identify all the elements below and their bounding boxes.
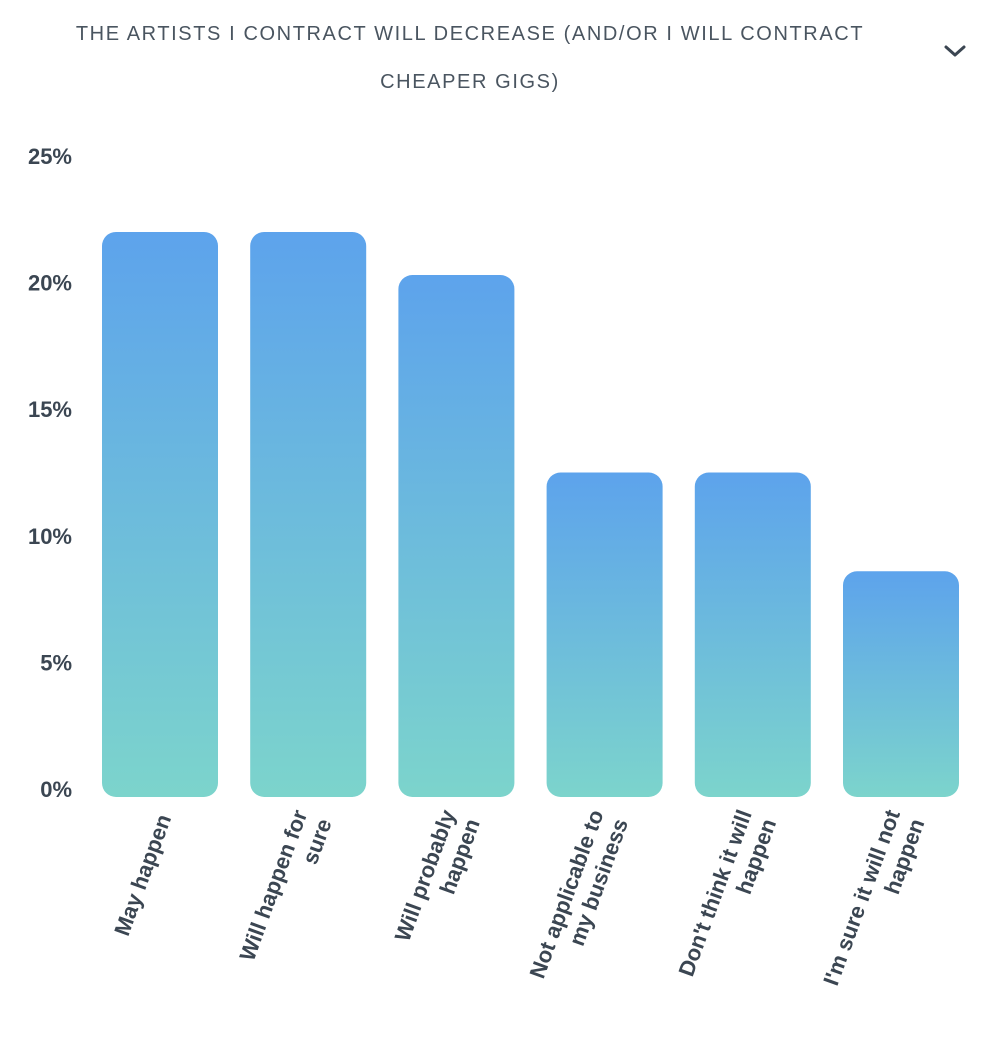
bar [398, 275, 515, 797]
chart-title: THE ARTISTS I CONTRACT WILL DECREASE (AN… [75, 23, 865, 93]
y-tick-label: 15% [28, 397, 72, 422]
bar [250, 231, 367, 797]
x-tick-label-line: I'm sure it will not [818, 806, 905, 989]
y-tick-label: 20% [28, 271, 72, 296]
bar [694, 472, 811, 797]
bar [843, 571, 959, 797]
y-tick-label: 5% [40, 650, 72, 675]
bar [102, 231, 218, 797]
x-tick-label-line: May happen [109, 811, 176, 939]
y-tick-label: 25% [28, 144, 72, 169]
chevron-down-icon[interactable] [942, 38, 968, 64]
y-tick-label: 0% [40, 777, 72, 802]
x-tick-label-line: Will happen for [234, 806, 312, 964]
bar [546, 472, 663, 797]
y-tick-label: 10% [28, 524, 72, 549]
x-tick-label: May happen [109, 811, 176, 939]
